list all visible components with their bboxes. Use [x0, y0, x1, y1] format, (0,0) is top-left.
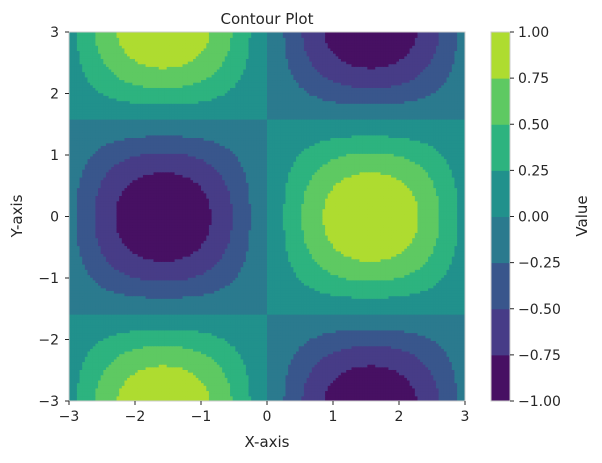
- chart-title: Contour Plot: [221, 10, 314, 28]
- plot-area: [69, 32, 466, 402]
